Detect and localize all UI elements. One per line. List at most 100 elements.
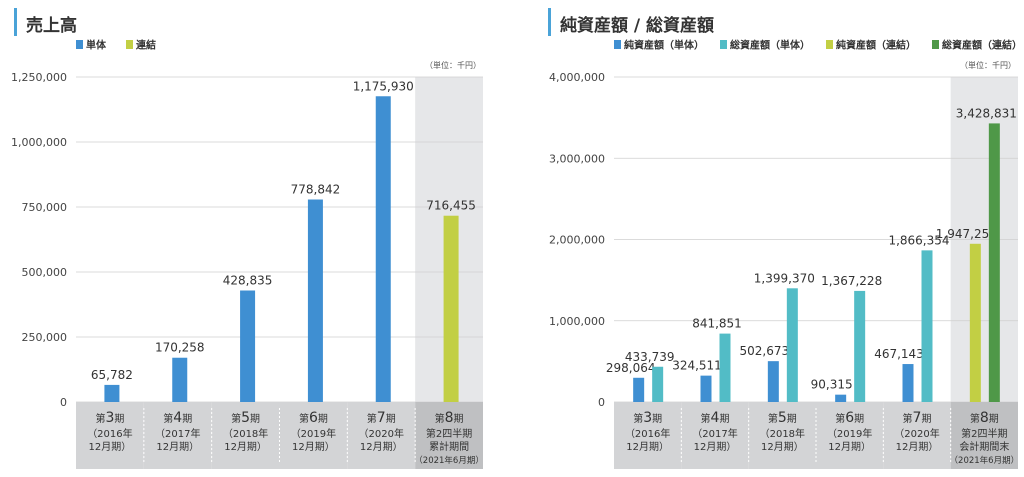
- bar: [700, 375, 712, 402]
- category-band: [681, 402, 749, 469]
- bar: [921, 250, 933, 402]
- category-band: [76, 402, 144, 469]
- y-tick-label: 0: [60, 396, 67, 409]
- category-sub-label: 第2四半期: [961, 427, 1007, 440]
- data-label: 841,851: [692, 317, 742, 331]
- category-sub-label: （2016年: [625, 427, 670, 440]
- data-label: 3,428,831: [956, 106, 1017, 120]
- y-tick-label: 3,000,000: [549, 152, 605, 165]
- category-band: [279, 402, 348, 469]
- data-label: 502,673: [740, 344, 790, 358]
- chart-title: 純資産額 / 総資産額: [560, 15, 714, 36]
- bar: [633, 377, 645, 402]
- legend-swatch: [76, 40, 83, 49]
- category-sub-label: 12月期）: [224, 441, 267, 453]
- category-sub-label: （2020年: [359, 427, 404, 440]
- legend-label: 純資産額（連結）: [836, 39, 916, 52]
- category-label: 第6期: [299, 410, 328, 426]
- data-label: 65,782: [91, 368, 133, 382]
- category-label: 第7期: [903, 410, 932, 426]
- data-label: 1,866,354: [888, 233, 949, 247]
- chart-title: 売上高: [26, 15, 77, 36]
- data-label: 1,947,259: [936, 227, 997, 241]
- category-label: 第6期: [835, 410, 864, 426]
- legend-swatch: [126, 40, 133, 49]
- category-band: [415, 402, 483, 469]
- category-sub-label: 12月期）: [292, 441, 335, 453]
- category-band: [950, 402, 1018, 469]
- category-label: 第4期: [163, 410, 192, 426]
- y-tick-label: 750,000: [22, 201, 68, 214]
- legend-label: 純資産額（単体）: [624, 39, 704, 52]
- category-sub-label: 第2四半期: [426, 427, 472, 440]
- data-label: 1,399,370: [754, 271, 815, 285]
- category-sub-label: （2019年: [291, 427, 336, 440]
- y-tick-label: 2,000,000: [549, 234, 605, 247]
- category-sub-label: （2019年: [827, 427, 872, 440]
- title-accent-bar: [548, 8, 551, 36]
- bar: [652, 366, 664, 402]
- bar: [375, 96, 391, 402]
- data-label: 467,143: [874, 347, 924, 361]
- bar: [969, 243, 981, 402]
- title-accent-bar: [14, 8, 17, 36]
- category-sub-label: （2017年: [155, 427, 200, 440]
- data-label: 433,739: [625, 350, 675, 364]
- legend-swatch: [614, 40, 621, 49]
- category-label: 第8期: [970, 410, 999, 426]
- bar: [902, 364, 914, 402]
- category-sub-label: 累計期間: [429, 440, 469, 453]
- category-sub-label: （2016年: [87, 427, 132, 440]
- category-sub-label: 12月期）: [828, 441, 871, 453]
- bar: [307, 199, 323, 402]
- category-band: [347, 402, 416, 469]
- y-tick-label: 0: [598, 396, 605, 409]
- bar: [172, 357, 188, 402]
- category-sub-label: 12月期）: [896, 441, 939, 453]
- category-sub-label: （2018年: [760, 427, 805, 440]
- category-sub-label: 12月期）: [761, 441, 804, 453]
- category-sub-label: 12月期）: [626, 441, 669, 453]
- category-label: 第8期: [435, 410, 464, 426]
- legend-swatch: [826, 40, 833, 49]
- bar: [443, 215, 459, 402]
- category-sub-label: （2018年: [223, 427, 268, 440]
- data-label: 778,842: [291, 183, 341, 197]
- unit-label: （単位：千円）: [960, 60, 1016, 70]
- category-label: 第3期: [633, 410, 662, 426]
- data-label: 90,315: [811, 378, 853, 392]
- category-band: [614, 402, 682, 469]
- data-label: 1,175,930: [353, 79, 414, 93]
- unit-label: （単位：千円）: [425, 60, 481, 70]
- category-label: 第4期: [701, 410, 730, 426]
- data-label: 298,064: [606, 361, 656, 375]
- bar: [854, 290, 866, 402]
- y-tick-label: 1,000,000: [549, 315, 605, 328]
- category-band: [883, 402, 951, 469]
- y-tick-label: 4,000,000: [549, 71, 605, 84]
- bar: [767, 361, 779, 402]
- legend-label: 連結: [136, 39, 156, 52]
- bar: [988, 123, 1000, 403]
- category-sub-label: 12月期）: [694, 441, 737, 453]
- y-tick-label: 1,000,000: [11, 136, 67, 149]
- category-label: 第5期: [768, 410, 797, 426]
- category-sub-label: 会計期間末: [959, 440, 1009, 453]
- data-label: 324,511: [672, 359, 722, 373]
- category-sub-label: （2021年6月期）: [414, 455, 484, 466]
- legend-label: 総資産額（単体）: [730, 39, 810, 52]
- category-band: [816, 402, 884, 469]
- legend-label: 単体: [86, 39, 107, 52]
- bar: [835, 394, 847, 402]
- data-label: 170,258: [155, 341, 205, 355]
- data-label: 428,835: [223, 274, 273, 288]
- bar: [104, 384, 120, 402]
- bar: [786, 288, 798, 402]
- category-sub-label: （2021年6月期）: [950, 455, 1020, 466]
- legend-swatch: [720, 40, 727, 49]
- y-tick-label: 1,250,000: [11, 71, 67, 84]
- category-sub-label: 12月期）: [360, 441, 403, 453]
